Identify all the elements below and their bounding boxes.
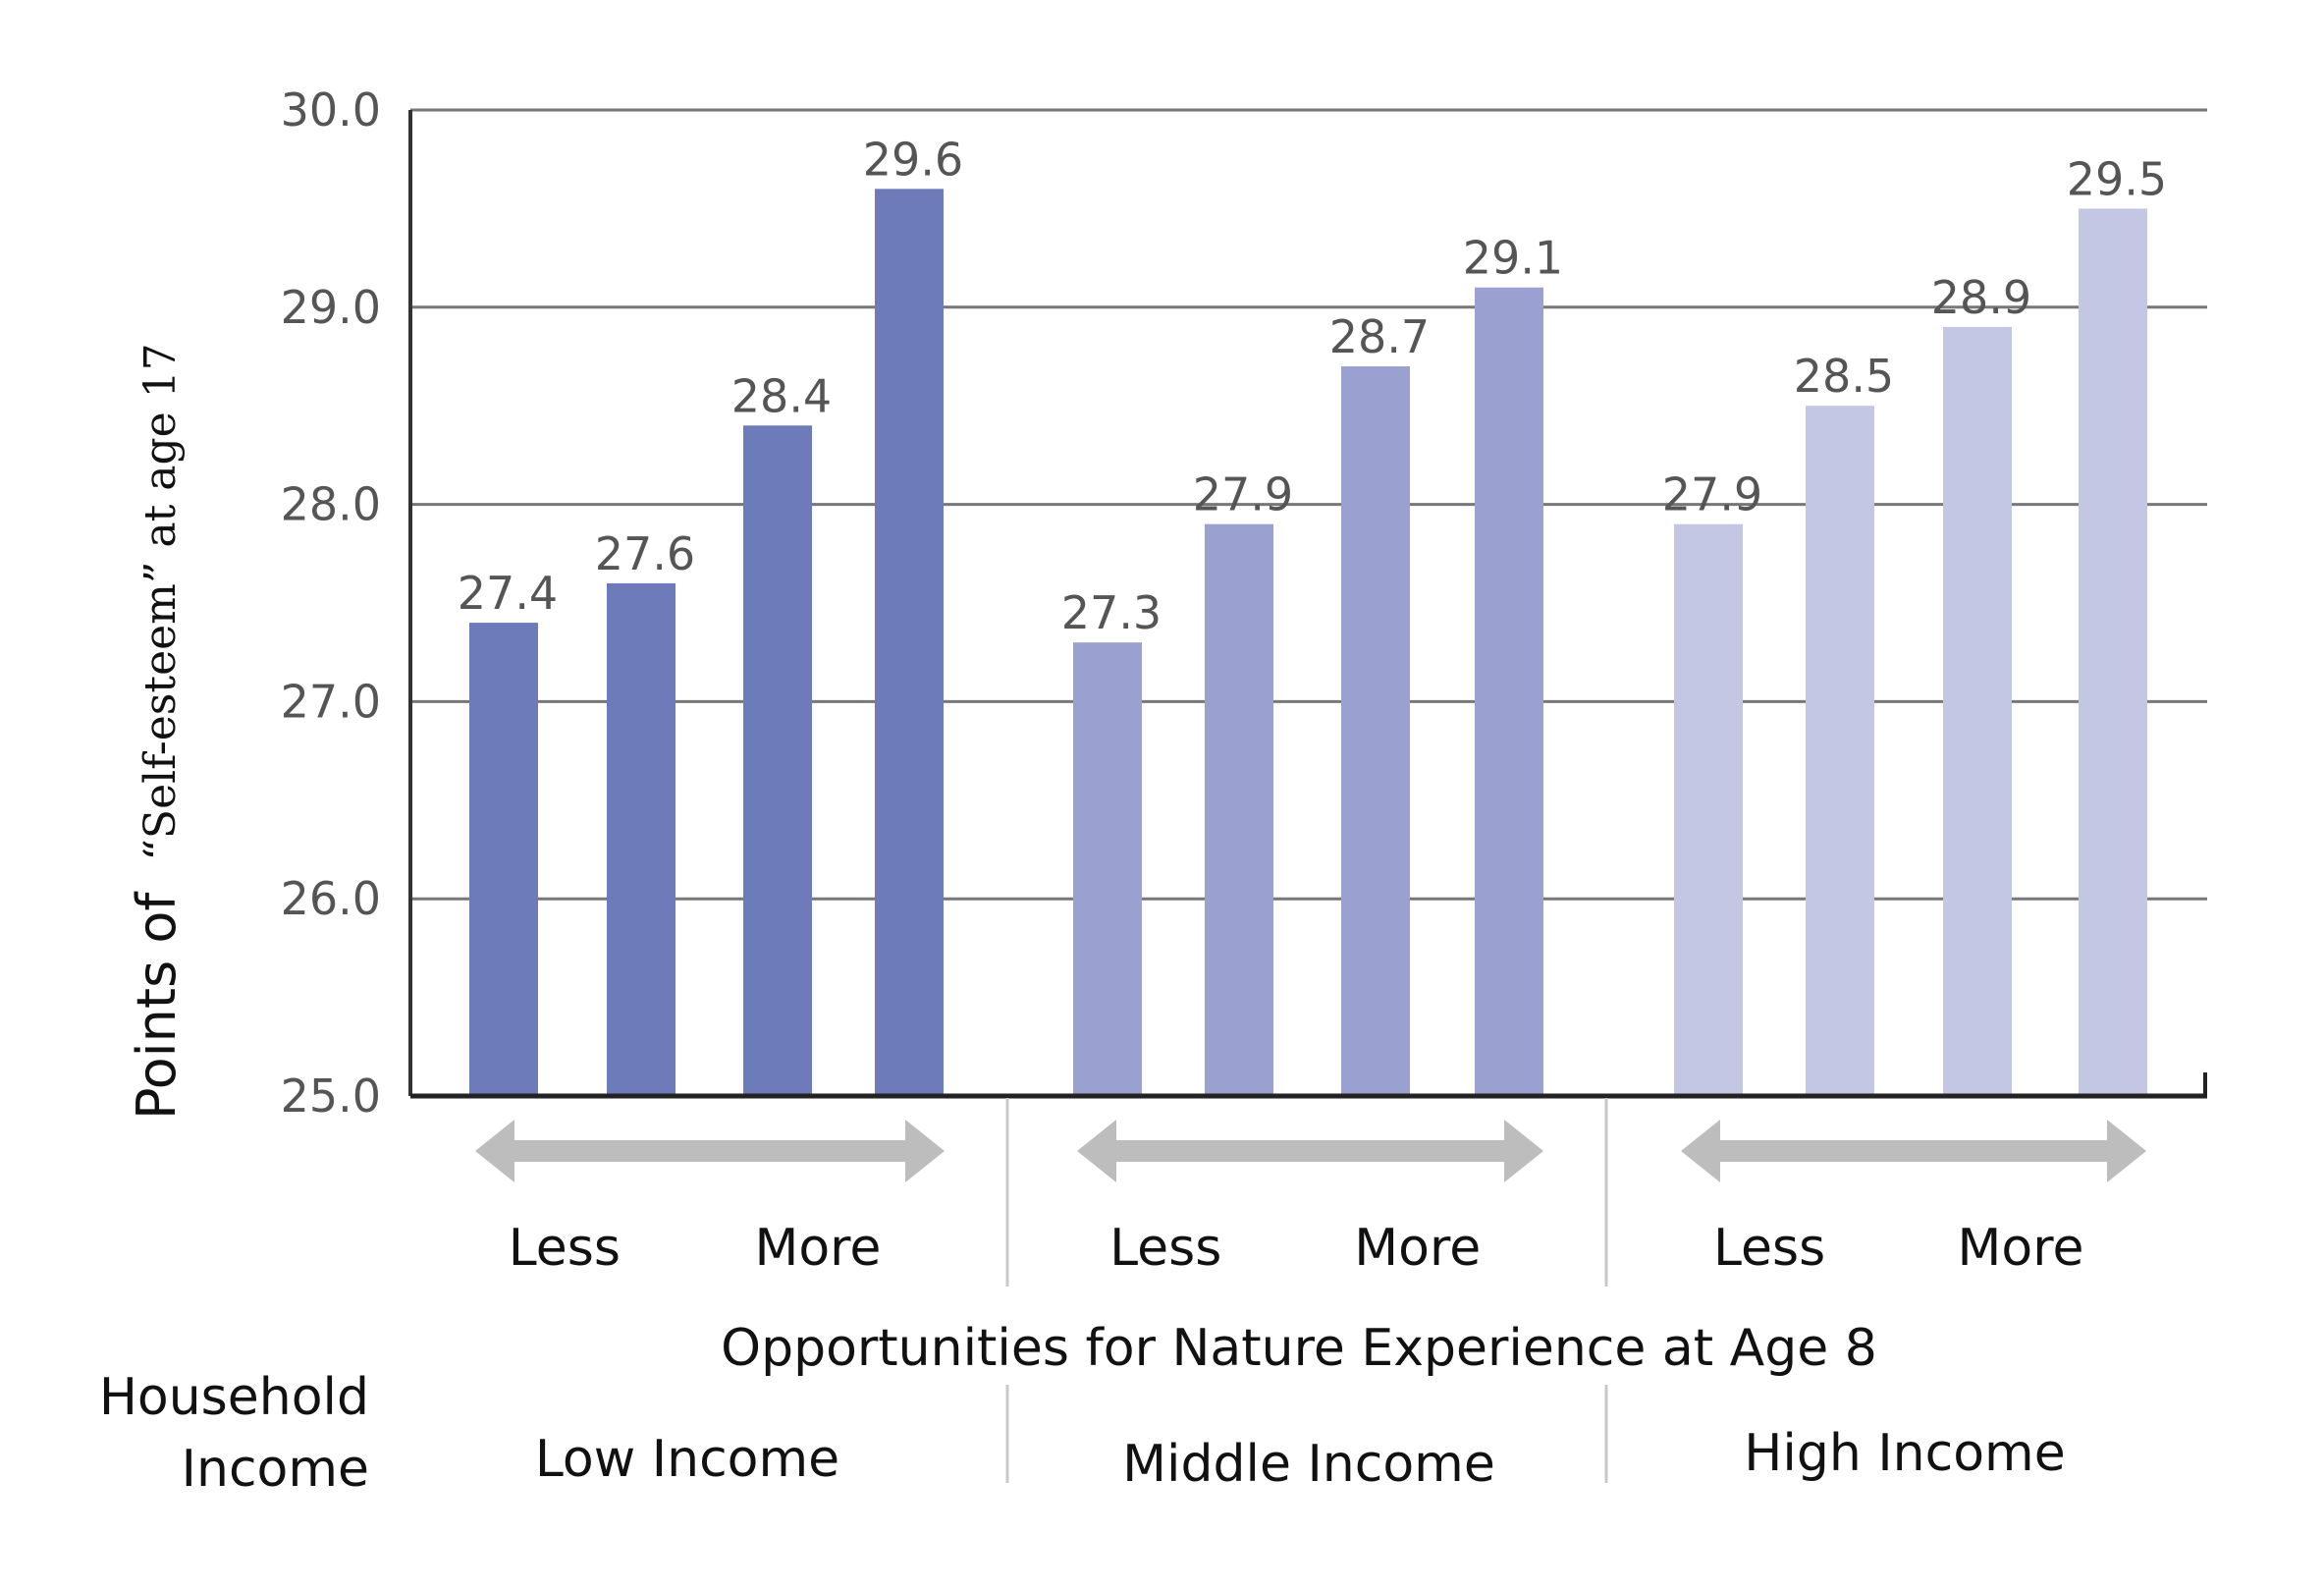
y-tick-label: 30.0 (281, 83, 381, 137)
bar (607, 582, 676, 1096)
y-axis-title: Points of “Self-esteem” at age 17 (126, 343, 188, 1120)
bar (1943, 326, 2012, 1096)
value-labels: 27.4 27.6 28.4 29.6 27.3 27.9 28.7 29.1 27.9 28.5… (458, 133, 2167, 639)
bar (1475, 287, 1543, 1097)
bar-value-label: 28.4 (731, 369, 832, 422)
bar-value-label: 27.9 (1662, 468, 1762, 521)
more-label: More (1354, 1219, 1481, 1278)
bar-value-label: 29.6 (863, 133, 963, 186)
row-label-income: Income (182, 1440, 369, 1499)
bars (469, 189, 2147, 1097)
gridlines (410, 108, 2207, 901)
bar-value-label: 27.9 (1193, 468, 1293, 521)
y-axis-title-main: Points of (126, 891, 188, 1120)
y-tick-label: 29.0 (281, 281, 381, 334)
y-tick-label: 26.0 (281, 872, 381, 925)
bar (1341, 366, 1410, 1096)
direction-arrows (475, 1120, 2146, 1182)
less-label: Less (1109, 1219, 1221, 1278)
bar-value-label: 27.3 (1061, 586, 1162, 639)
row-label-household: Household (99, 1368, 369, 1427)
bar-value-label: 27.6 (595, 527, 695, 580)
more-label: More (1958, 1219, 2084, 1278)
bar (1073, 642, 1142, 1096)
bar (1205, 523, 1273, 1096)
bar (1674, 523, 1743, 1096)
y-axis-title-sub: “Self-esteem” at age 17 (135, 343, 186, 860)
y-axis-title-text: Points of “Self-esteem” at age 17 (126, 343, 188, 1120)
less-more-labels: Less More Less More Less More (509, 1219, 2084, 1278)
less-label: Less (1713, 1219, 1825, 1278)
axes (408, 110, 2207, 1483)
bar (469, 623, 538, 1096)
bar-value-label: 27.4 (458, 567, 558, 620)
income-group-label: Low Income (535, 1430, 839, 1489)
bar-value-label: 28.5 (1794, 350, 1894, 403)
y-tick-label: 25.0 (281, 1069, 381, 1123)
y-axis-ticks: 25.0 26.0 27.0 28.0 29.0 30.0 (281, 83, 381, 1123)
bar (2079, 208, 2147, 1096)
income-group-label: Middle Income (1122, 1435, 1495, 1494)
more-label: More (754, 1219, 881, 1278)
bar-value-label: 29.1 (1463, 232, 1563, 285)
y-tick-label: 27.0 (281, 675, 381, 728)
y-tick-label: 28.0 (281, 478, 381, 531)
double-arrow-icon (475, 1120, 945, 1182)
bar (1806, 406, 1874, 1096)
bar-value-label: 28.7 (1329, 310, 1430, 363)
double-arrow-icon (1077, 1120, 1543, 1182)
income-group-labels: Low Income Middle Income High Income (535, 1424, 2066, 1494)
bar (743, 425, 812, 1096)
bar-value-label: 28.9 (1931, 271, 2031, 324)
bar-value-label: 29.5 (2067, 152, 2167, 205)
x-axis-title: Opportunities for Nature Experience at A… (721, 1319, 1877, 1378)
bar (875, 189, 944, 1096)
double-arrow-icon (1681, 1120, 2146, 1182)
income-group-label: High Income (1744, 1424, 2065, 1483)
less-label: Less (509, 1219, 621, 1278)
